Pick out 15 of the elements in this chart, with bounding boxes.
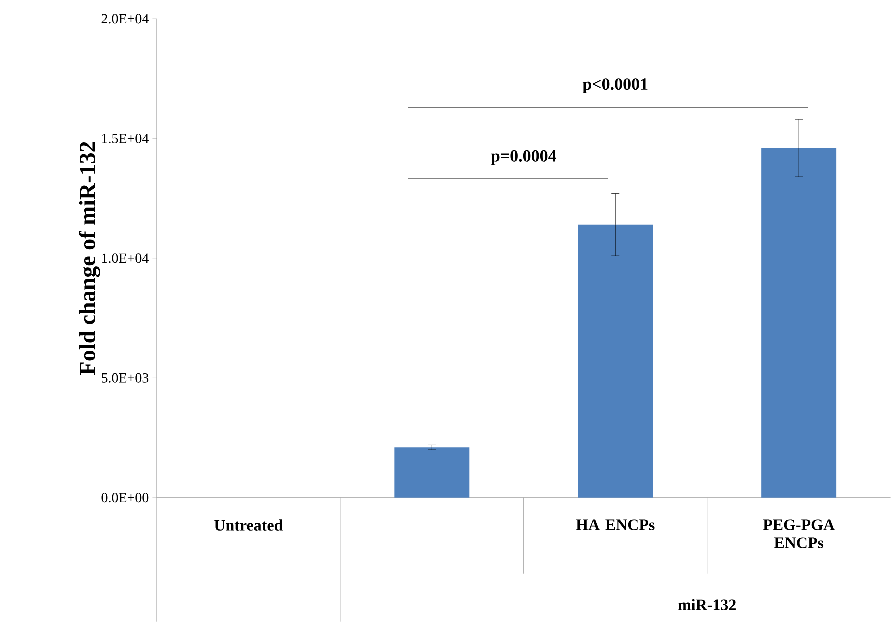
bar	[762, 148, 837, 498]
bar	[394, 448, 470, 498]
y-tick-label: 0.0E+00	[102, 493, 149, 503]
y-tick-label: 1.0E+04	[102, 254, 149, 264]
x-tick-label: Untreated	[214, 520, 284, 531]
x-tick-label: HA ENCPs	[576, 520, 655, 530]
annotation: p<0.0001	[582, 78, 648, 94]
y-tick-label: 5.0E+03	[102, 373, 149, 383]
bar	[578, 224, 654, 498]
text: miR-132	[678, 599, 736, 610]
y-axis-title: Fold change of miR-132	[79, 142, 100, 376]
annotation: p=0.0004	[491, 150, 557, 166]
x-tick-label: PEG-PGA ENCPs	[763, 520, 835, 548]
y-tick-label: 2.0E+04	[102, 14, 149, 24]
y-tick-label: 1.5E+04	[102, 134, 149, 144]
